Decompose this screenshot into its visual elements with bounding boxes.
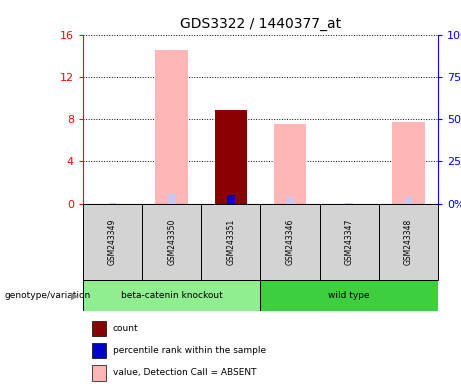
Title: GDS3322 / 1440377_at: GDS3322 / 1440377_at bbox=[180, 17, 341, 31]
Bar bbox=[168, 194, 176, 204]
Bar bbox=[260, 280, 438, 311]
Bar bbox=[379, 204, 438, 280]
Bar bbox=[286, 197, 294, 204]
Text: GSM243347: GSM243347 bbox=[345, 219, 354, 265]
Bar bbox=[345, 202, 353, 204]
Text: GSM243348: GSM243348 bbox=[404, 219, 413, 265]
Bar bbox=[83, 204, 142, 280]
Text: genotype/variation: genotype/variation bbox=[5, 291, 91, 300]
Bar bbox=[155, 50, 188, 204]
Text: beta-catenin knockout: beta-catenin knockout bbox=[121, 291, 223, 300]
Bar bbox=[392, 122, 425, 204]
Text: GSM243350: GSM243350 bbox=[167, 219, 176, 265]
Text: value, Detection Call = ABSENT: value, Detection Call = ABSENT bbox=[113, 368, 256, 377]
Bar bbox=[109, 203, 117, 204]
Text: GSM243349: GSM243349 bbox=[108, 219, 117, 265]
Text: percentile rank within the sample: percentile rank within the sample bbox=[113, 346, 266, 355]
Bar bbox=[404, 197, 412, 204]
Bar bbox=[201, 204, 260, 280]
Bar bbox=[319, 204, 379, 280]
Bar bbox=[274, 124, 306, 204]
Text: wild type: wild type bbox=[328, 291, 370, 300]
Text: GSM243351: GSM243351 bbox=[226, 219, 236, 265]
Text: GSM243346: GSM243346 bbox=[285, 219, 295, 265]
Bar bbox=[227, 195, 235, 204]
Text: count: count bbox=[113, 324, 139, 333]
Text: ▶: ▶ bbox=[71, 291, 79, 301]
Bar bbox=[83, 280, 260, 311]
Bar bbox=[142, 204, 201, 280]
Bar bbox=[215, 109, 247, 204]
Bar bbox=[260, 204, 319, 280]
